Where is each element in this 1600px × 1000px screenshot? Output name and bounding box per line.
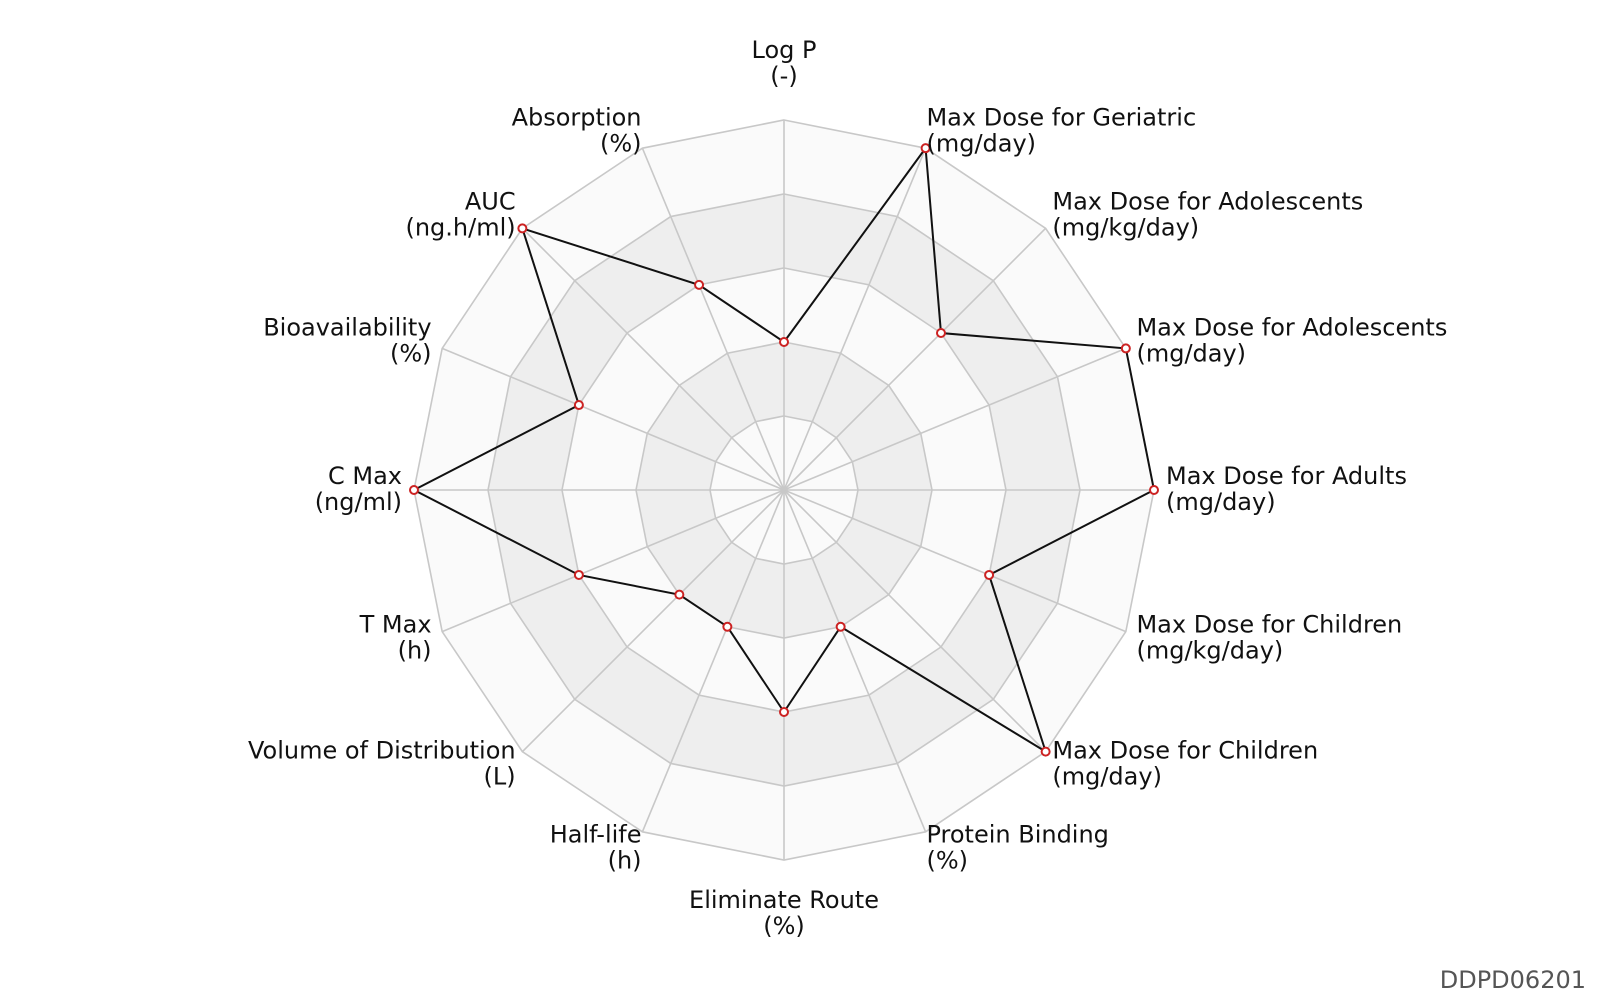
radar-point-12: [409, 485, 419, 495]
radar-point-5: [984, 569, 995, 580]
axis-unit-11: (h): [398, 636, 432, 664]
radar-spoke-15: [641, 147, 785, 491]
radar-spoke-9: [641, 489, 785, 833]
axis-unit-6: (mg/day): [1052, 762, 1162, 790]
radar-point-6: [1040, 746, 1051, 757]
axis-label-14: AUC: [465, 188, 516, 216]
axis-unit-2: (mg/kg/day): [1052, 214, 1199, 242]
axis-label-10: Volume of Distribution: [248, 736, 516, 764]
axis-unit-8: (%): [763, 912, 805, 940]
axis-label-0: Log P: [752, 36, 817, 64]
axis-unit-15: (%): [600, 130, 642, 158]
axis-label-3: Max Dose for Adolescents: [1136, 314, 1447, 342]
axis-unit-12: (ng/ml): [315, 488, 402, 516]
axis-label-1: Max Dose for Geriatric: [926, 104, 1196, 132]
radar-spoke-11: [441, 489, 785, 633]
radar-point-10: [674, 589, 685, 600]
axis-unit-14: (ng.h/ml): [405, 214, 515, 242]
radar-point-15: [694, 279, 705, 290]
axis-label-2: Max Dose for Adolescents: [1052, 188, 1363, 216]
radar-spoke-6: [783, 489, 1047, 753]
axis-label-8: Eliminate Route: [689, 886, 879, 914]
radar-point-11: [573, 569, 584, 580]
radar-spoke-7: [783, 489, 927, 833]
radar-spoke-14: [521, 227, 785, 491]
radar-spoke-10: [521, 489, 785, 753]
radar-spoke-1: [783, 147, 927, 491]
radar-point-7: [835, 621, 846, 632]
axis-label-5: Max Dose for Children: [1136, 610, 1402, 638]
axis-label-12: C Max: [328, 462, 402, 490]
axis-label-6: Max Dose for Children: [1052, 736, 1318, 764]
axis-label-7: Protein Binding: [926, 820, 1108, 848]
axis-unit-4: (mg/day): [1166, 488, 1276, 516]
radar-spoke-2: [783, 227, 1047, 491]
axis-label-11: T Max: [359, 610, 432, 638]
radar-point-0: [779, 337, 789, 347]
chart-id-label: DDPD06201: [1439, 966, 1586, 994]
axis-unit-3: (mg/day): [1136, 340, 1246, 368]
axis-unit-13: (%): [390, 340, 432, 368]
axis-unit-1: (mg/day): [926, 130, 1036, 158]
radar-spoke-5: [783, 489, 1127, 633]
axis-label-4: Max Dose for Adults: [1166, 462, 1407, 490]
radar-spoke-13: [441, 347, 785, 491]
radar-point-1: [920, 143, 931, 154]
axis-unit-10: (L): [484, 762, 516, 790]
axis-unit-7: (%): [926, 846, 968, 874]
axis-labels: Log P(-)Max Dose for Geriatric(mg/day)Ma…: [248, 36, 1447, 940]
radar-markers: [409, 143, 1159, 757]
radar-point-4: [1149, 485, 1159, 495]
radar-point-9: [722, 621, 733, 632]
radar-point-2: [935, 328, 946, 339]
axis-unit-9: (h): [608, 846, 642, 874]
radar-point-3: [1120, 343, 1131, 354]
axis-label-15: Absorption: [512, 104, 642, 132]
axis-label-13: Bioavailability: [263, 314, 431, 342]
radar-point-13: [573, 400, 584, 411]
axis-unit-5: (mg/kg/day): [1136, 636, 1283, 664]
radar-point-14: [517, 223, 528, 234]
radar-point-8: [779, 707, 789, 717]
radar-spokes: [414, 120, 1154, 860]
axis-label-9: Half-life: [550, 820, 642, 848]
radar-spoke-3: [783, 347, 1127, 491]
axis-unit-0: (-): [770, 62, 797, 90]
